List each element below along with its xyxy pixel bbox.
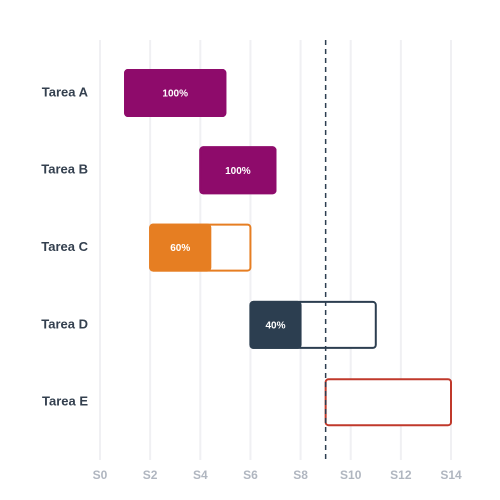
progress-label: 100%: [162, 89, 188, 100]
x-tick-label: S10: [340, 468, 362, 482]
task-label: Tarea E: [42, 394, 88, 409]
task-label: Tarea B: [41, 162, 88, 177]
x-tick-label: S12: [390, 468, 412, 482]
progress-bar: [249, 300, 302, 349]
x-tick-label: S6: [243, 468, 258, 482]
task-bar: [324, 378, 452, 427]
progress-label: 60%: [170, 243, 190, 254]
task-label: Tarea C: [41, 239, 88, 254]
progress-label: 100%: [225, 166, 251, 177]
progress-bar: [124, 69, 227, 117]
x-tick-label: S8: [293, 468, 308, 482]
x-tick-label: S0: [93, 468, 108, 482]
progress-label: 40%: [265, 321, 285, 332]
progress-bar: [149, 223, 212, 272]
x-tick-label: S2: [143, 468, 158, 482]
x-tick-label: S14: [440, 468, 462, 482]
task-label: Tarea A: [42, 84, 89, 99]
x-tick-label: S4: [193, 468, 208, 482]
progress-bar: [199, 146, 277, 195]
task-label: Tarea D: [41, 316, 88, 331]
